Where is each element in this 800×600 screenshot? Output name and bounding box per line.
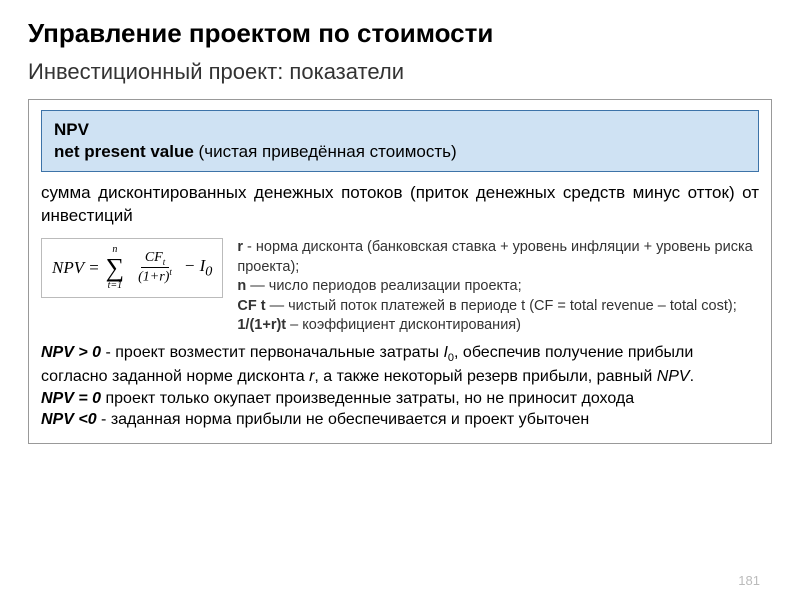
sigma-symbol: ∑ xyxy=(106,255,125,281)
legend-disc-text: – коэффициент дисконтирования) xyxy=(286,317,521,333)
interp-gt0-c: , а также некоторый резерв прибыли, равн… xyxy=(314,368,656,385)
content-box: NPV net present value (чистая приведённа… xyxy=(28,99,772,444)
npv-abbrev: NPV xyxy=(54,120,89,139)
interp-lt0-text: - заданная норма прибыли не обеспечивает… xyxy=(97,411,590,428)
interp-eq0-label: NPV = 0 xyxy=(41,390,101,407)
page-number: 181 xyxy=(738,573,760,588)
sigma-lower: t=1 xyxy=(108,281,123,291)
page-subtitle: Инвестиционный проект: показатели xyxy=(28,59,772,85)
formula-lhs: NPV xyxy=(52,258,84,278)
legend-r-text: - норма дисконта (банковская ставка + ур… xyxy=(237,239,752,275)
interp-gt0-d: . xyxy=(690,368,694,385)
fraction-numerator: CFt xyxy=(141,251,169,268)
legend-cf-text: — чистый поток платежей в периоде t (CF … xyxy=(266,298,737,314)
legend-n-label: n xyxy=(237,278,246,294)
legend-disc-label: 1/(1+r)t xyxy=(237,317,286,333)
formula-eq: = xyxy=(88,258,99,278)
interp-eq0-text: проект только окупает произведенные затр… xyxy=(101,390,634,407)
page-title: Управление проектом по стоимости xyxy=(28,18,772,49)
npv-definition: сумма дисконтированных денежных потоков … xyxy=(41,182,759,228)
formula-row: NPV = n ∑ t=1 CFt (1+r)t − I0 r - норма … xyxy=(41,238,759,336)
npv-translation: (чистая приведённая стоимость) xyxy=(194,142,457,161)
npv-term: net present value xyxy=(54,142,194,161)
formula-legend: r - норма дисконта (банковская ставка + … xyxy=(237,238,759,336)
interp-gt0-a: - проект возместит первоначальные затрат… xyxy=(101,344,443,361)
npv-header-box: NPV net present value (чистая приведённа… xyxy=(41,110,759,172)
interp-gt0-label: NPV > 0 xyxy=(41,344,101,361)
sigma-icon: n ∑ t=1 xyxy=(106,245,125,291)
slide: Управление проектом по стоимости Инвести… xyxy=(0,0,800,600)
formula-tail: − I0 xyxy=(184,256,212,280)
npv-formula: NPV = n ∑ t=1 CFt (1+r)t − I0 xyxy=(41,238,223,298)
interpretation-block: NPV > 0 - проект возместит первоначальны… xyxy=(41,342,759,431)
interp-lt0-label: NPV <0 xyxy=(41,411,97,428)
legend-n-text: — число периодов реализации проекта; xyxy=(246,278,521,294)
fraction-denominator: (1+r)t xyxy=(134,268,176,285)
fraction: CFt (1+r)t xyxy=(134,251,176,286)
interp-gt0-npv: NPV xyxy=(657,368,690,385)
legend-cf-label: CF t xyxy=(237,298,265,314)
